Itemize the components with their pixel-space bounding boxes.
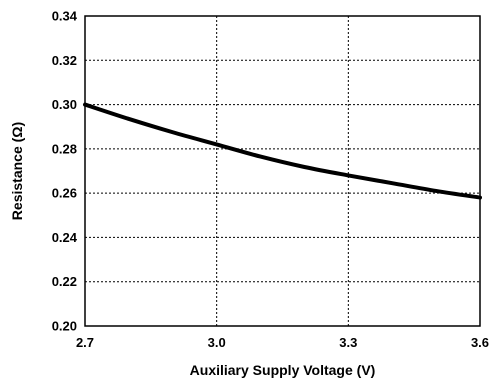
y-tick-label: 0.24: [52, 230, 78, 245]
x-tick-label: 2.7: [76, 335, 94, 350]
y-tick-label: 0.20: [52, 319, 77, 334]
y-tick-label: 0.26: [52, 186, 77, 201]
x-tick-label: 3.3: [339, 335, 357, 350]
y-tick-label: 0.28: [52, 141, 77, 156]
y-tick-label: 0.34: [52, 9, 78, 24]
y-tick-label: 0.30: [52, 97, 77, 112]
grid-lines: [85, 16, 480, 326]
x-tick-labels: 2.7 3.0 3.3 3.6: [76, 335, 489, 350]
y-tick-label: 0.32: [52, 53, 77, 68]
y-axis-title: Resistance (Ω): [9, 122, 25, 220]
y-tick-label: 0.22: [52, 274, 77, 289]
x-axis-title: Auxiliary Supply Voltage (V): [190, 362, 376, 378]
x-tick-label: 3.6: [471, 335, 489, 350]
series-line: [83, 102, 482, 200]
x-tick-label: 3.0: [208, 335, 226, 350]
plot-frame: [84, 15, 481, 327]
y-tick-labels: 0.20 0.22 0.24 0.26 0.28 0.30 0.32 0.34: [52, 9, 78, 334]
